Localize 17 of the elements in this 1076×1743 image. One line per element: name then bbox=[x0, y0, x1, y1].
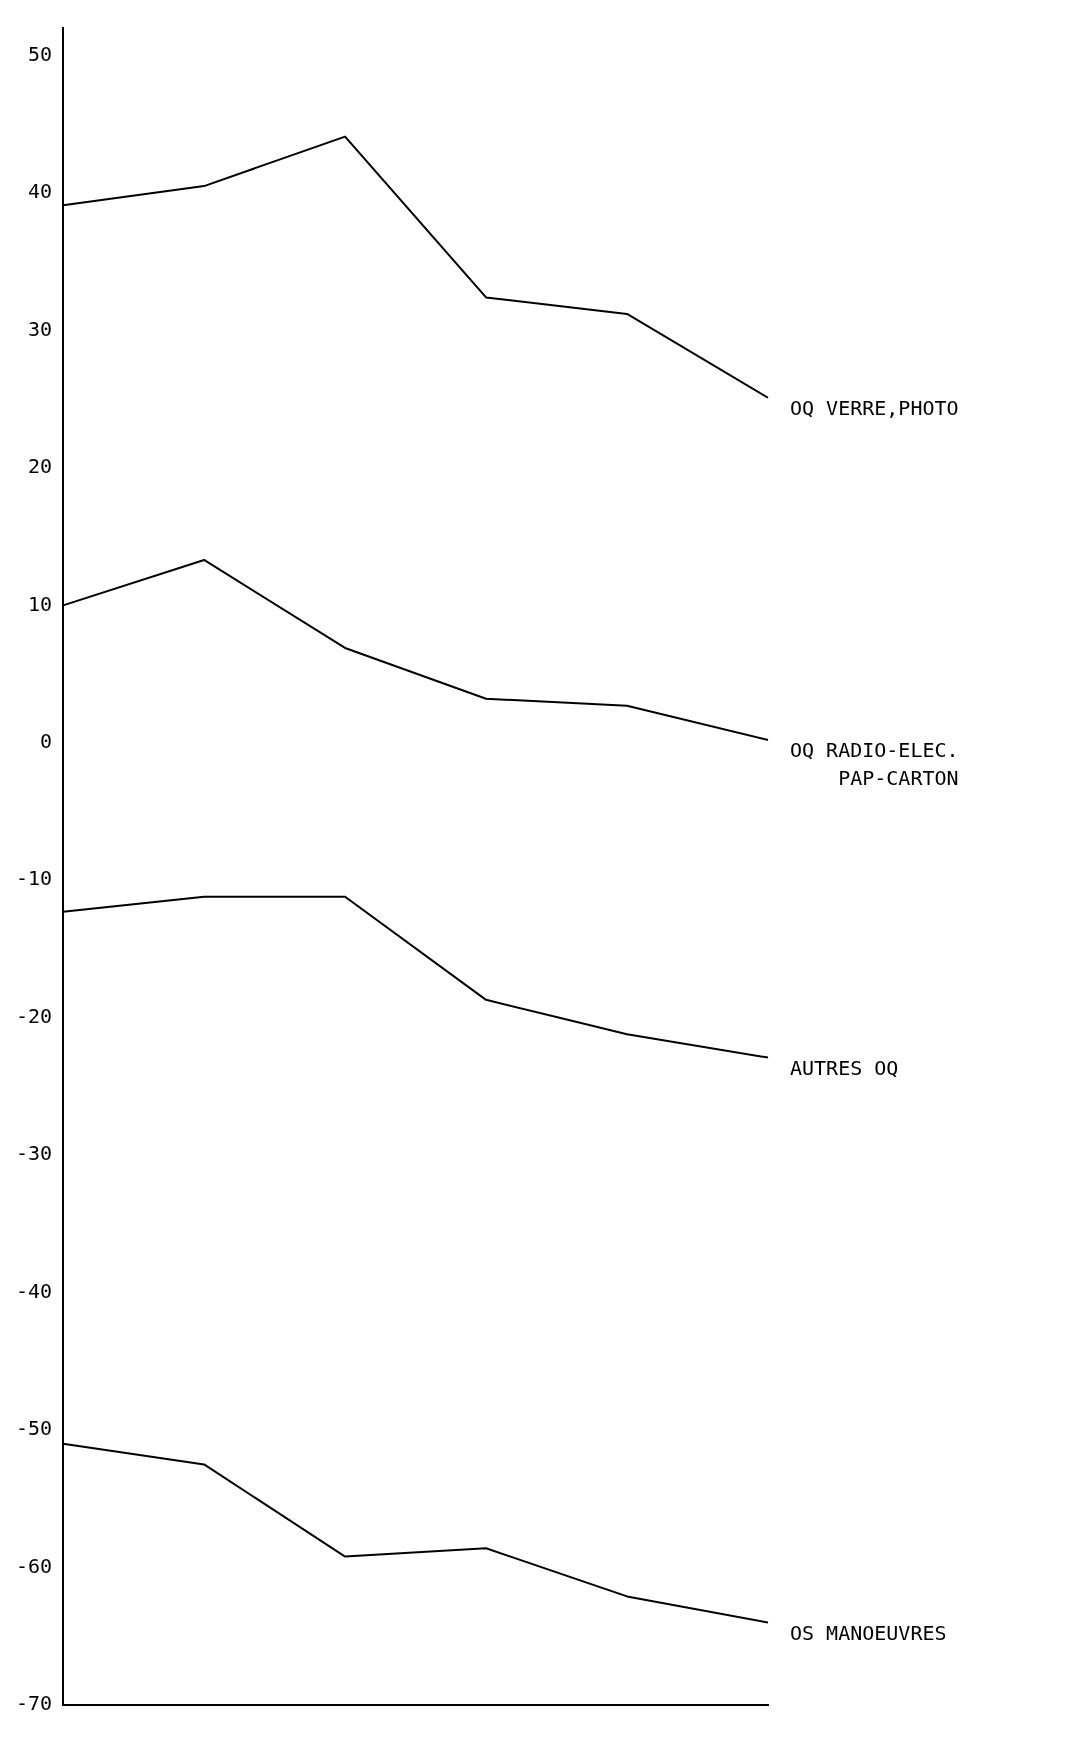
y-tick-label: 10 bbox=[28, 591, 53, 616]
y-tick-label: -60 bbox=[16, 1553, 53, 1578]
y-tick-label: -30 bbox=[16, 1141, 53, 1166]
y-tick-label: 50 bbox=[28, 41, 53, 66]
y-tick-label: 20 bbox=[28, 454, 53, 479]
y-tick-label: -10 bbox=[16, 866, 53, 891]
series-label: OS MANOEUVRES bbox=[790, 1620, 947, 1645]
y-tick-label: 30 bbox=[28, 316, 53, 341]
series-label: OQ VERRE,PHOTO bbox=[790, 395, 959, 420]
y-tick-label: -40 bbox=[16, 1278, 53, 1303]
y-tick-label: -20 bbox=[16, 1003, 53, 1028]
series-label: AUTRES OQ bbox=[790, 1055, 899, 1080]
y-tick-label: 0 bbox=[40, 728, 53, 753]
y-tick-label: -50 bbox=[16, 1416, 53, 1441]
series-label: OQ RADIO-ELEC. PAP-CARTON bbox=[790, 738, 959, 791]
y-tick-label: -70 bbox=[16, 1691, 53, 1716]
y-tick-label: 40 bbox=[28, 179, 53, 204]
